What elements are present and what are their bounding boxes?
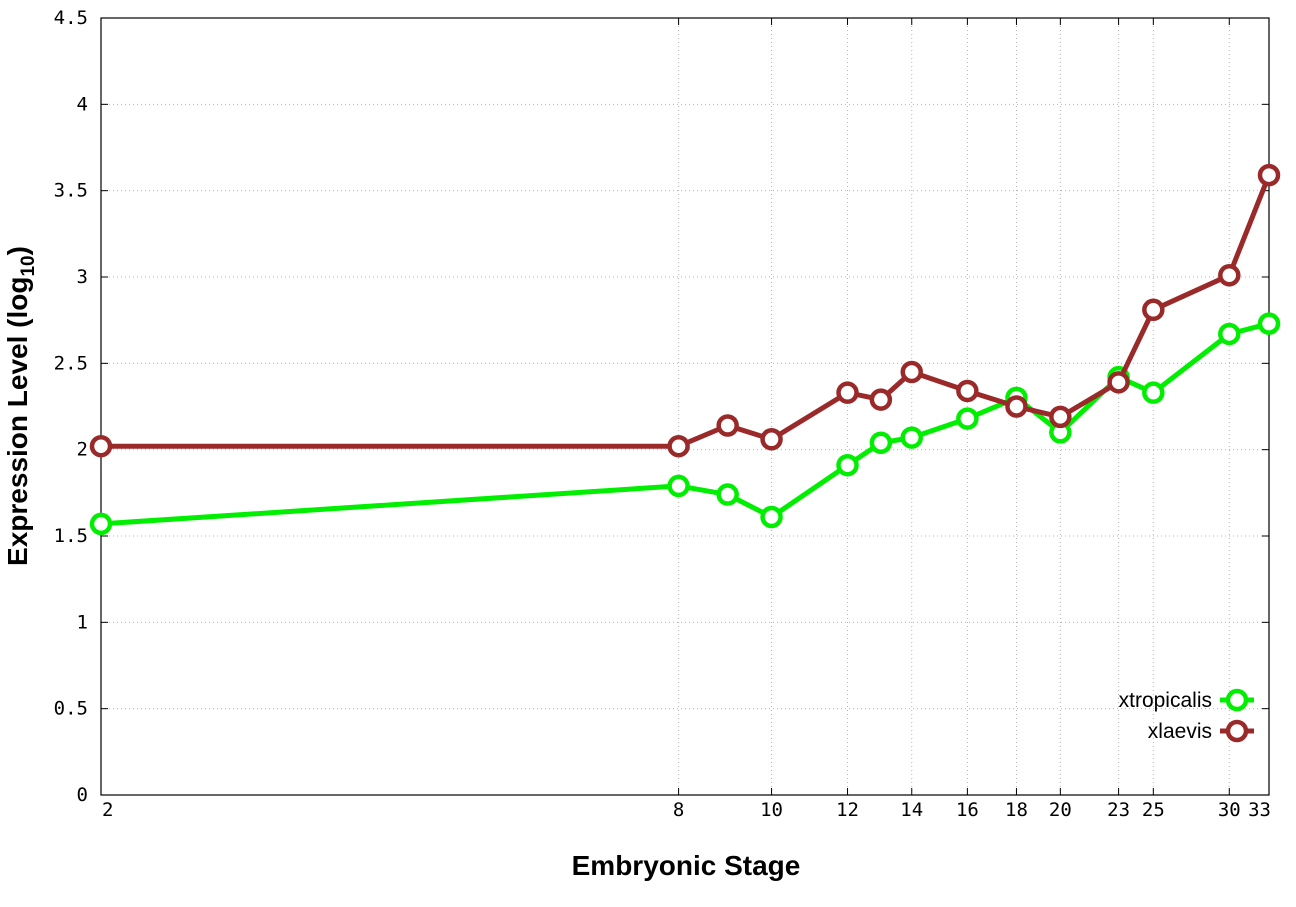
x-tick-label: 14 [900, 799, 923, 821]
data-point-xlaevis [1107, 371, 1130, 394]
data-point-xlaevis [956, 379, 979, 403]
data-point-xtropicalis [956, 407, 979, 430]
data-point-xtropicalis [760, 505, 783, 529]
x-tick-label: 2 [102, 799, 113, 821]
x-tick-label: 33 [1248, 799, 1271, 821]
y-tick-label: 1.5 [54, 525, 88, 547]
data-point-xlaevis [836, 381, 859, 404]
data-point-xtropicalis [900, 426, 923, 449]
data-point-xtropicalis [716, 483, 739, 506]
x-tick-label: 30 [1218, 799, 1241, 821]
data-point-xlaevis [1005, 395, 1028, 418]
y-tick-label: 3 [77, 266, 88, 288]
data-point-xtropicalis [667, 474, 690, 498]
series-layer [89, 163, 1281, 536]
x-tick-label: 25 [1142, 799, 1165, 821]
data-point-xlaevis [89, 434, 113, 458]
y-tick-label: 0 [77, 784, 88, 806]
data-point-xlaevis [667, 434, 690, 458]
x-tick-label: 18 [1005, 799, 1028, 821]
series-xtropicalis [89, 312, 1281, 536]
y-tick-label: 1 [77, 611, 88, 633]
y-tick-label: 0.5 [54, 698, 88, 720]
data-point-xlaevis [1257, 163, 1281, 187]
data-point-xtropicalis [89, 512, 113, 536]
x-tick-label: 20 [1049, 799, 1072, 821]
legend-label-xlaevis: xlaevis [1148, 720, 1212, 743]
x-tick-label: 10 [760, 799, 783, 821]
data-point-xlaevis [1142, 298, 1165, 322]
plot-frame [100, 17, 1270, 796]
y-axis-title: Expression Level (log10) [2, 246, 39, 566]
y-tick-label: 4 [77, 93, 88, 115]
data-point-xlaevis [869, 388, 893, 411]
x-axis-title: Embryonic Stage [572, 850, 801, 881]
legend-label-xtropicalis: xtropicalis [1119, 689, 1212, 712]
data-point-xlaevis [716, 414, 739, 437]
data-point-xtropicalis [836, 453, 859, 477]
legend: xtropicalis xlaevis [1119, 688, 1254, 743]
x-tick-label: 12 [836, 799, 859, 821]
axis-ticks [100, 17, 1270, 796]
y-axis-title-subscript: 10 [18, 255, 39, 276]
legend-marker-xlaevis [1225, 719, 1249, 743]
data-point-xlaevis [760, 428, 783, 451]
y-tick-label: 2 [77, 439, 88, 461]
x-tick-label: 8 [673, 799, 684, 821]
data-point-xtropicalis [1218, 322, 1241, 346]
grid [101, 18, 1269, 795]
data-point-xlaevis [1218, 264, 1241, 287]
x-tick-label: 23 [1107, 799, 1130, 821]
data-point-xtropicalis [1257, 312, 1281, 335]
data-point-xlaevis [1049, 405, 1072, 429]
series-xlaevis [89, 163, 1281, 458]
data-point-xtropicalis [1142, 381, 1165, 404]
series-line-xlaevis [101, 174, 1272, 449]
legend-marker-xtropicalis [1225, 688, 1249, 712]
x-tick-label: 16 [956, 799, 979, 821]
data-point-xtropicalis [869, 431, 893, 455]
data-point-xlaevis [900, 360, 923, 384]
y-axis-title-main: Expression Level (log [2, 277, 33, 566]
y-axis-title-close: ) [2, 246, 33, 255]
y-tick-label: 4.5 [54, 7, 88, 29]
tick-labels: 0 0.5 1 1.5 2 2.5 3 3.5 4 4.5 2 8 10 12 14 16 18 20 23 25 30… [54, 7, 1271, 821]
y-tick-label: 2.5 [54, 352, 88, 374]
y-tick-label: 3.5 [54, 180, 88, 202]
